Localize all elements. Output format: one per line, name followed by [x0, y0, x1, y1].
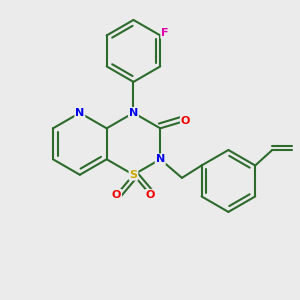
Text: N: N [75, 108, 85, 118]
Text: N: N [129, 108, 138, 118]
Text: O: O [112, 190, 121, 200]
Text: O: O [181, 116, 190, 126]
Text: O: O [146, 190, 155, 200]
Text: F: F [161, 28, 169, 38]
Text: N: N [156, 154, 165, 164]
Text: S: S [130, 170, 137, 180]
